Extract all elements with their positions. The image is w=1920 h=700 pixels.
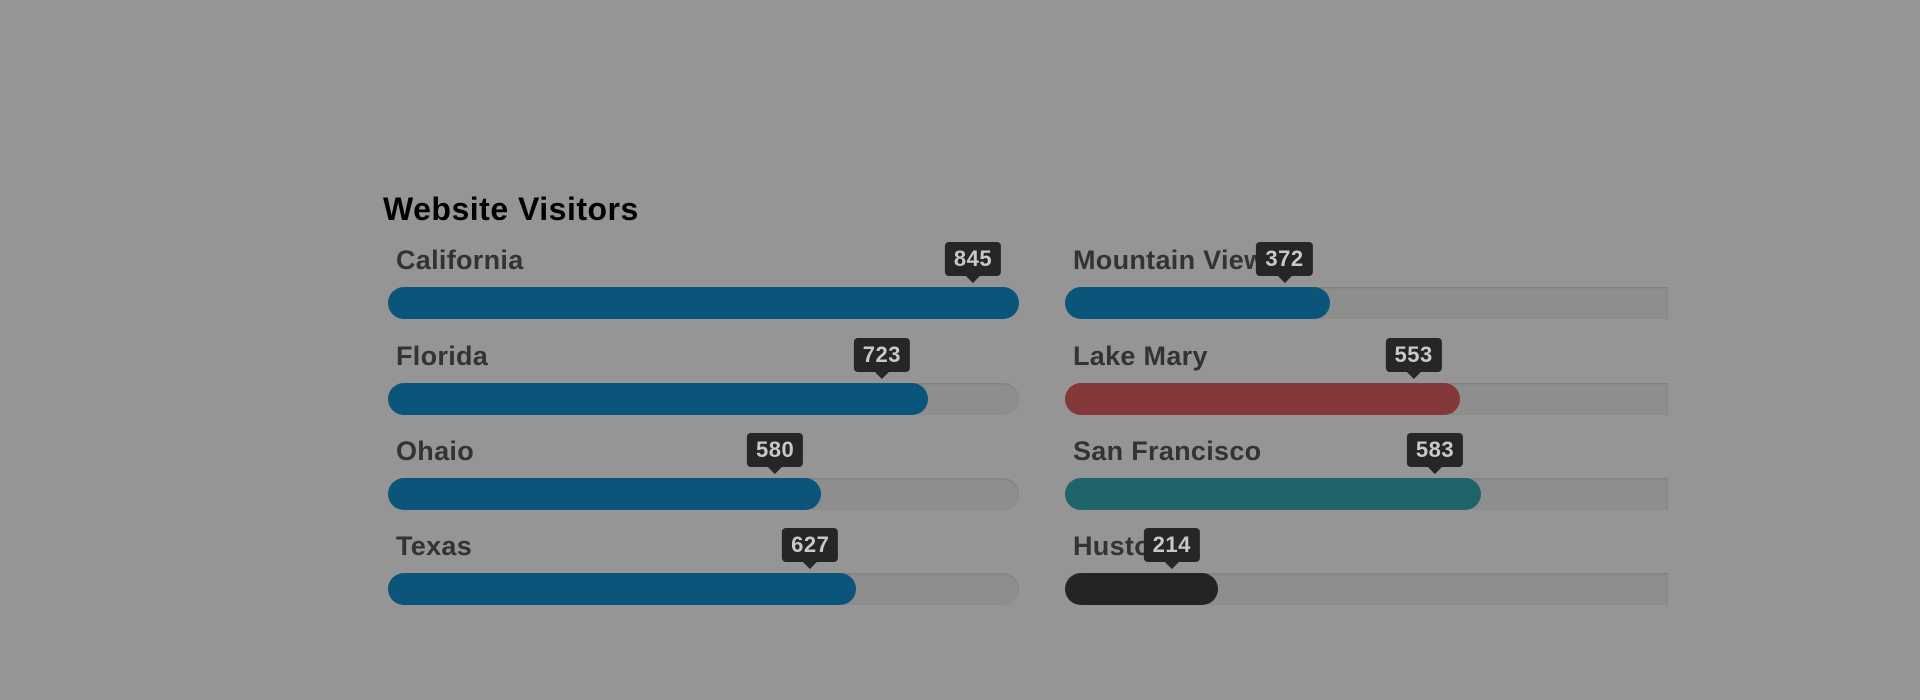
value-tooltip: 372 [1256,242,1313,283]
bar-fill [1065,573,1218,605]
bar-label: Mountain View [1073,245,1266,275]
value-tooltip: 583 [1406,433,1464,474]
value-tooltip: 214 [1143,528,1200,569]
bar-fill [388,573,857,605]
value-tooltip: 845 [944,242,1002,283]
value-tooltip: 553 [1385,338,1442,379]
bar-fill [1065,478,1482,510]
bar-label: Florida [396,341,489,371]
bar-item: California 845 [388,242,1019,319]
value-tooltip: 723 [853,338,910,379]
bar-fill [388,287,1019,319]
bar-label: California [396,245,524,275]
value-tooltip: 580 [747,433,804,474]
bar-item: Ohaio 580 [388,433,1019,510]
value-tooltip: 627 [782,528,839,569]
bar-label: San Francisco [1073,436,1262,466]
bar-item: Florida 723 [388,338,1019,415]
chart-title: Website Visitors [383,191,639,227]
bar-fill [1065,287,1331,319]
bar-label: Texas [396,531,473,561]
bar-item: Huston 214 [1065,528,1668,605]
bar-label: Lake Mary [1073,341,1208,371]
bar-item: San Francisco 583 [1065,433,1668,510]
bar-fill [388,478,822,510]
bar-label: Ohaio [396,436,475,466]
bar-fill [388,383,928,415]
bar-item: Texas 627 [388,528,1019,605]
bar-item: Mountain View 372 [1065,242,1668,319]
bar-item: Lake Mary 553 [1065,338,1668,415]
bar-fill [1065,383,1460,415]
